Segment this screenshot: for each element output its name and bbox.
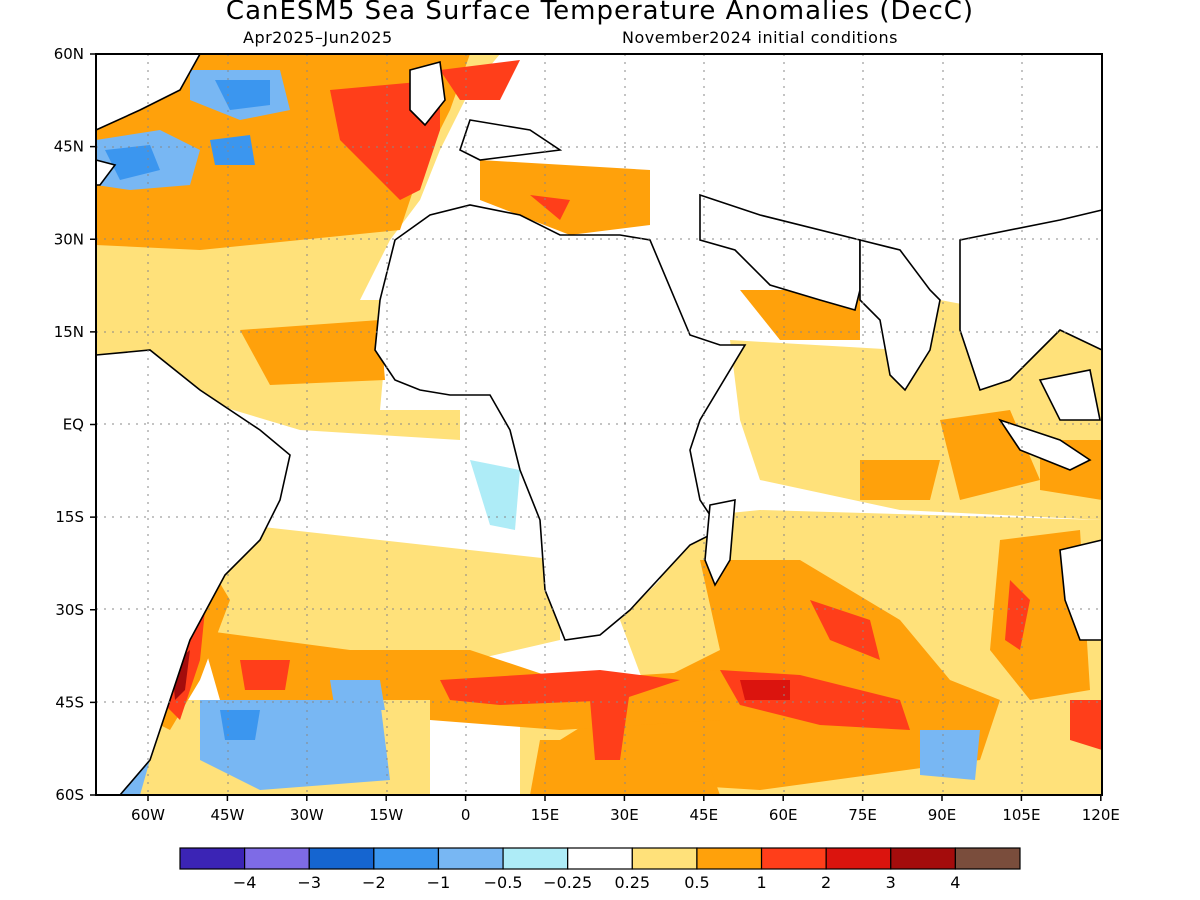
colorbar-swatch — [308, 847, 375, 870]
sumatra-java — [998, 418, 1092, 471]
colorbar-swatch — [373, 847, 440, 870]
africa — [374, 204, 747, 641]
lon-tick-label: 30E — [610, 806, 639, 824]
lat-tick-label: EQ — [63, 416, 84, 434]
colorbar-label: −0.5 — [484, 873, 523, 892]
colorbar-swatch — [179, 847, 246, 870]
colorbar-swatch — [567, 847, 633, 870]
europe-south — [459, 119, 563, 161]
southeast-asia — [959, 208, 1103, 392]
colorbar-legend: −4 −3 −2 −1 −0.5 −0.25 0.25 0.5 1 2 3 4 — [179, 847, 1021, 892]
colorbar-label: 3 — [886, 873, 896, 892]
gridlines — [96, 54, 1102, 795]
lon-tick-label: 90E — [928, 806, 957, 824]
madagascar — [704, 499, 736, 587]
lat-tick-label: 60S — [55, 786, 84, 804]
colorbar-label: −2 — [362, 873, 386, 892]
india — [859, 238, 941, 392]
colorbar-label: 2 — [821, 873, 831, 892]
lat-tick-label: 60N — [54, 45, 84, 63]
lon-tick-label: 30W — [290, 806, 324, 824]
colorbar-label: −0.25 — [543, 873, 592, 892]
lon-tick-label: 60E — [769, 806, 798, 824]
colorbar-swatch — [631, 847, 698, 870]
lon-tick-label: 120E — [1082, 806, 1120, 824]
lat-tick-label: 30S — [55, 601, 84, 619]
arabia — [699, 193, 861, 311]
colorbar-label: −1 — [427, 873, 451, 892]
colorbar-label: 0.5 — [684, 873, 709, 892]
lon-tick-label: 15W — [369, 806, 403, 824]
borneo — [1038, 369, 1101, 421]
south-america — [95, 349, 291, 796]
lon-tick-label: 45W — [210, 806, 244, 824]
lon-tick-label: 105E — [1002, 806, 1040, 824]
initial-conditions: November2024 initial conditions — [622, 28, 898, 47]
lat-tick-label: 45S — [55, 693, 84, 711]
lat-tick-label: 15N — [54, 323, 84, 341]
colorbar-label: 4 — [950, 873, 960, 892]
map-title: CanESM5 Sea Surface Temperature Anomalie… — [225, 0, 975, 26]
australia — [1059, 538, 1103, 641]
lon-tick-label: 0 — [461, 806, 471, 824]
lon-tick-label: 75E — [848, 806, 877, 824]
colorbar-swatch — [825, 847, 892, 870]
lon-tick-label: 45E — [690, 806, 719, 824]
lon-tick-label: 60W — [131, 806, 165, 824]
colorbar-swatch — [954, 847, 1021, 870]
land — [95, 53, 1103, 796]
forecast-period: Apr2025–Jun2025 — [243, 28, 393, 47]
colorbar-label: −4 — [233, 873, 257, 892]
lat-tick-label: 15S — [55, 508, 84, 526]
british-isles — [409, 60, 446, 127]
colorbar-swatch — [696, 847, 763, 870]
longitude-axis: 60W 45W 30W 15W 0 15E 30E 45E 60E 75E 90E 105E 120E — [131, 795, 1120, 824]
colorbar-swatch — [244, 847, 310, 870]
lat-tick-label: 45N — [54, 138, 84, 156]
colorbar-swatch — [437, 847, 504, 870]
colorbar-label: 0.25 — [614, 873, 650, 892]
lon-tick-label: 15E — [531, 806, 560, 824]
colorbar-swatch — [890, 847, 956, 870]
colorbar-label: −3 — [297, 873, 321, 892]
colorbar-label: 1 — [756, 873, 766, 892]
lat-tick-label: 30N — [54, 230, 84, 248]
colorbar-swatch — [502, 847, 569, 870]
colorbar-swatch — [760, 847, 827, 870]
latitude-axis: 60N 45N 30N 15N EQ 15S 30S 45S 60S — [54, 45, 96, 804]
